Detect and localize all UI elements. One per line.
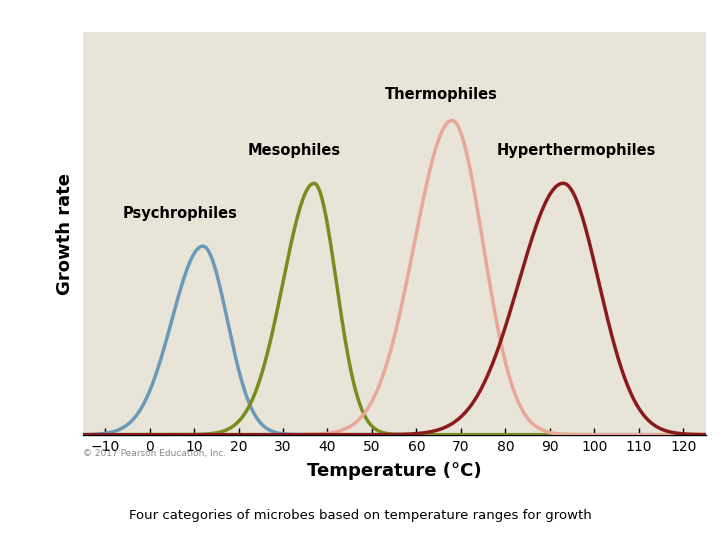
Text: Four categories of microbes based on temperature ranges for growth: Four categories of microbes based on tem… [129,509,591,522]
Text: © 2017 Pearson Education, Inc.: © 2017 Pearson Education, Inc. [83,449,226,458]
Y-axis label: Growth rate: Growth rate [56,173,74,294]
X-axis label: Temperature (°C): Temperature (°C) [307,462,482,480]
Text: Thermophiles: Thermophiles [385,86,498,102]
Text: Hyperthermophiles: Hyperthermophiles [497,143,656,158]
Text: Psychrophiles: Psychrophiles [123,206,238,221]
Text: Mesophiles: Mesophiles [248,143,341,158]
